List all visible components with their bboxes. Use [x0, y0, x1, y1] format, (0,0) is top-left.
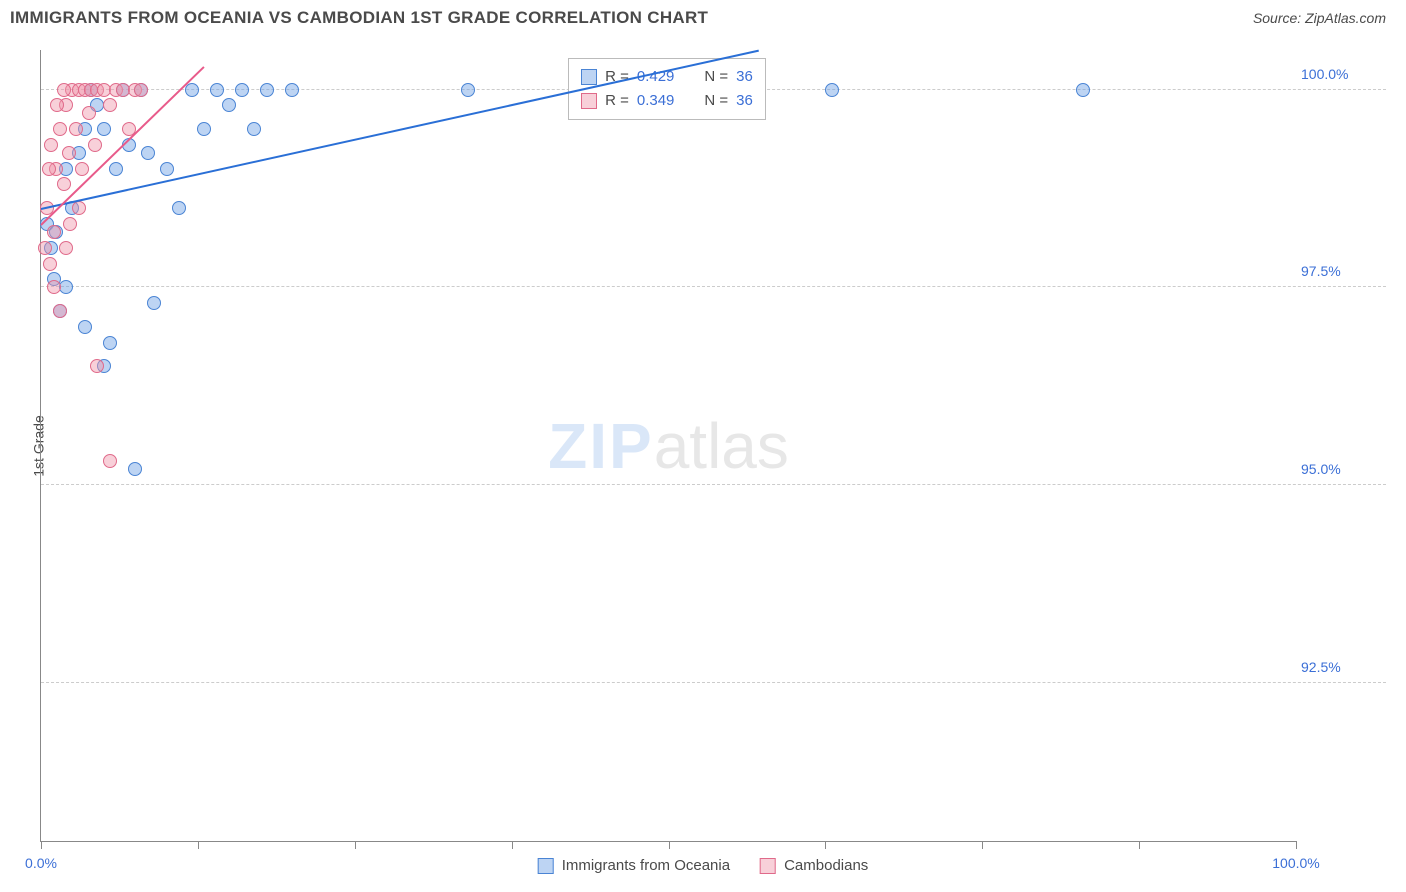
data-point: [62, 146, 76, 160]
gridline: [41, 682, 1386, 683]
y-tick-label: 95.0%: [1301, 461, 1381, 477]
y-tick-label: 97.5%: [1301, 263, 1381, 279]
data-point: [53, 122, 67, 136]
watermark-zip: ZIP: [548, 410, 654, 482]
data-point: [63, 217, 77, 231]
swatch-pink-icon: [760, 858, 776, 874]
legend-item-cambodians: Cambodians: [760, 857, 868, 874]
data-point: [825, 83, 839, 97]
swatch-icon: [581, 69, 597, 85]
data-point: [1076, 83, 1090, 97]
data-point: [82, 106, 96, 120]
x-tick: [198, 841, 199, 849]
stats-legend-row: R = 0.429N = 36: [581, 65, 753, 89]
data-point: [461, 83, 475, 97]
x-tick: [41, 841, 42, 849]
data-point: [53, 304, 67, 318]
gridline: [41, 286, 1386, 287]
stat-r-value: 0.349: [637, 89, 675, 113]
bottom-legend: Immigrants from Oceania Cambodians: [538, 857, 869, 874]
watermark-atlas: atlas: [654, 410, 789, 482]
data-point: [47, 280, 61, 294]
chart-source: Source: ZipAtlas.com: [1253, 10, 1386, 26]
chart-title: IMMIGRANTS FROM OCEANIA VS CAMBODIAN 1ST…: [10, 8, 708, 28]
stat-n-label: N =: [704, 89, 728, 113]
x-tick: [1139, 841, 1140, 849]
data-point: [44, 138, 58, 152]
data-point: [43, 257, 57, 271]
legend-label: Immigrants from Oceania: [562, 857, 730, 874]
data-point: [109, 162, 123, 176]
data-point: [78, 320, 92, 334]
stat-r-label: R =: [605, 65, 629, 89]
stat-n-value: 36: [736, 89, 753, 113]
data-point: [210, 83, 224, 97]
legend-item-oceania: Immigrants from Oceania: [538, 857, 730, 874]
data-point: [72, 201, 86, 215]
x-tick: [512, 841, 513, 849]
swatch-icon: [581, 93, 597, 109]
data-point: [47, 225, 61, 239]
data-point: [50, 98, 64, 112]
trendline: [41, 50, 759, 210]
x-tick: [355, 841, 356, 849]
legend-label: Cambodians: [784, 857, 868, 874]
x-tick: [1296, 841, 1297, 849]
data-point: [134, 83, 148, 97]
data-point: [247, 122, 261, 136]
data-point: [103, 98, 117, 112]
data-point: [75, 162, 89, 176]
x-tick: [982, 841, 983, 849]
data-point: [59, 280, 73, 294]
x-tick-label: 100.0%: [1272, 855, 1319, 871]
data-point: [97, 122, 111, 136]
data-point: [103, 336, 117, 350]
watermark: ZIPatlas: [548, 409, 789, 483]
data-point: [69, 122, 83, 136]
data-point: [285, 83, 299, 97]
x-tick-label: 0.0%: [25, 855, 57, 871]
data-point: [147, 296, 161, 310]
data-point: [59, 241, 73, 255]
y-tick-label: 92.5%: [1301, 659, 1381, 675]
stat-n-label: N =: [704, 65, 728, 89]
plot-area: ZIPatlas 92.5%95.0%97.5%100.0%0.0%100.0%…: [40, 50, 1296, 842]
data-point: [38, 241, 52, 255]
y-tick-label: 100.0%: [1301, 66, 1381, 82]
data-point: [222, 98, 236, 112]
chart-header: IMMIGRANTS FROM OCEANIA VS CAMBODIAN 1ST…: [0, 0, 1406, 36]
data-point: [57, 177, 71, 191]
data-point: [197, 122, 211, 136]
data-point: [90, 359, 104, 373]
data-point: [260, 83, 274, 97]
data-point: [42, 162, 56, 176]
chart-container: ZIPatlas 92.5%95.0%97.5%100.0%0.0%100.0%…: [40, 50, 1386, 842]
data-point: [128, 462, 142, 476]
data-point: [57, 83, 71, 97]
data-point: [103, 454, 117, 468]
data-point: [235, 83, 249, 97]
data-point: [141, 146, 155, 160]
stats-legend: R = 0.429N = 36R = 0.349 N = 36: [568, 58, 766, 120]
stat-n-value: 36: [736, 65, 753, 89]
x-tick: [825, 841, 826, 849]
x-tick: [669, 841, 670, 849]
stat-r-label: R =: [605, 89, 629, 113]
stats-legend-row: R = 0.349 N = 36: [581, 89, 753, 113]
data-point: [160, 162, 174, 176]
gridline: [41, 484, 1386, 485]
data-point: [172, 201, 186, 215]
swatch-blue-icon: [538, 858, 554, 874]
data-point: [88, 138, 102, 152]
